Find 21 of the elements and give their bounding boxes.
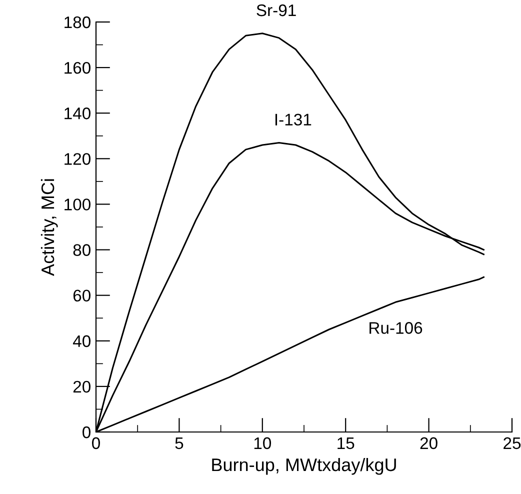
y-tick-label: 180 bbox=[64, 16, 90, 28]
y-tick-label: 100 bbox=[64, 198, 90, 210]
y-tick-label: 0 bbox=[82, 426, 90, 438]
y-tick-label: 120 bbox=[64, 153, 90, 165]
y-tick-label: 140 bbox=[64, 108, 90, 120]
y-tick-label: 80 bbox=[73, 244, 90, 256]
y-tick-label: 20 bbox=[73, 380, 90, 393]
y-tick-label: 160 bbox=[64, 62, 90, 74]
x-tick-label: 0 bbox=[92, 437, 100, 450]
y-tick-label: 40 bbox=[72, 335, 90, 348]
x-tick-label: 10 bbox=[254, 437, 272, 450]
y-tick-label: 60 bbox=[73, 290, 90, 302]
series-label: Sr-91 bbox=[256, 4, 296, 16]
x-axis-title: Burn-up, MWtxday/kgU bbox=[212, 458, 396, 475]
x-tick-label: 20 bbox=[420, 437, 438, 450]
series-label: I-131 bbox=[275, 114, 312, 126]
y-axis-title: Activity, MCi bbox=[40, 179, 58, 276]
x-tick-label: 5 bbox=[175, 437, 184, 450]
series-label: Ru-106 bbox=[370, 322, 422, 334]
x-tick-label: 25 bbox=[504, 437, 521, 450]
x-tick-label: 15 bbox=[338, 437, 354, 450]
